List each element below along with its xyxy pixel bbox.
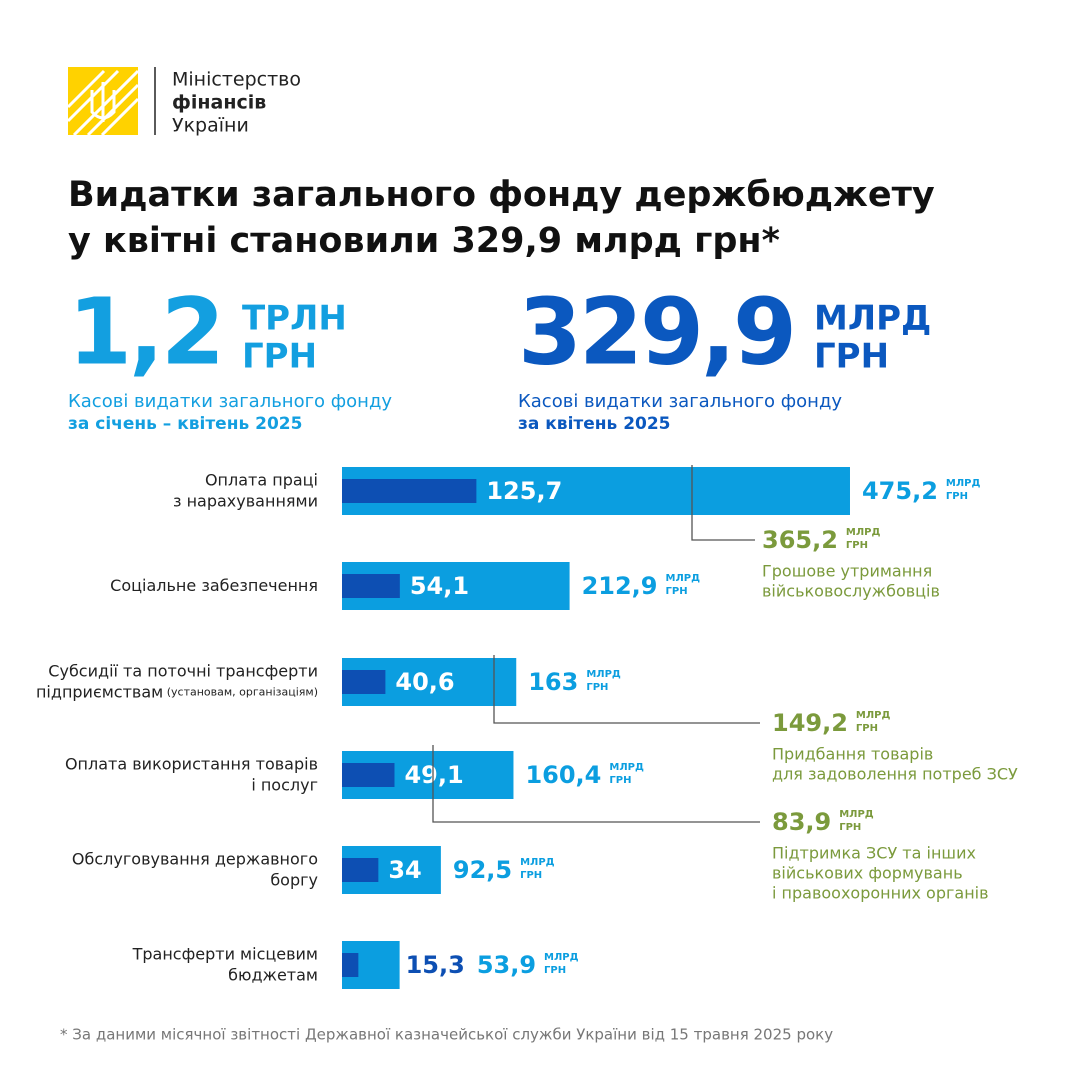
april-label: 125,7	[486, 477, 562, 505]
april-label: 40,6	[395, 668, 454, 696]
unit-label: ГРН	[946, 491, 968, 502]
bar-april	[342, 858, 379, 882]
total-label: 160,4	[525, 761, 601, 789]
unit-label: ГРН	[839, 822, 861, 833]
bar-april	[342, 574, 400, 598]
april-label: 54,1	[410, 572, 469, 600]
logo-text: Міністерство	[172, 69, 301, 91]
unit-label: МЛРД	[856, 710, 891, 721]
stat-period: за січень – квітень 2025	[68, 414, 302, 434]
april-label: 15,3	[406, 951, 465, 979]
category-label: Соціальне забезпечення	[110, 576, 318, 595]
unit-label: МЛРД	[946, 478, 981, 489]
annotation-text: військових формувань	[772, 864, 963, 883]
stat-value: 1,2	[68, 278, 222, 385]
category-label: Оплата використання товарів і послуг	[65, 754, 318, 794]
total-label: 163	[528, 668, 578, 696]
stat-unit: ГРН	[242, 337, 317, 377]
annotation-text: Грошове утримання	[762, 562, 932, 581]
unit-label: ГРН	[856, 723, 878, 734]
unit-label: ГРН	[846, 540, 868, 551]
bar-april	[342, 953, 359, 977]
callout-line	[493, 655, 760, 724]
unit-label: МЛРД	[520, 857, 555, 868]
logo-text: фінансів	[172, 92, 266, 114]
unit-label: ГРН	[544, 965, 566, 976]
unit-label: МЛРД	[544, 952, 579, 963]
unit-label: МЛРД	[666, 573, 701, 584]
logo-text: України	[172, 115, 249, 137]
stat-unit: ГРН	[814, 337, 889, 377]
callout-line	[691, 465, 755, 541]
unit-label: ГРН	[520, 870, 542, 881]
unit-label: МЛРД	[586, 669, 621, 680]
annotation-text: і правоохоронних органів	[772, 884, 989, 903]
total-label: 212,9	[582, 572, 658, 600]
annotation-text: військовослужбовців	[762, 582, 940, 601]
annotation-value: 83,9	[772, 808, 831, 836]
title: у квітні становили 329,9 млрд грн*	[68, 221, 780, 261]
annotation-text: Підтримка ЗСУ та інших	[772, 844, 976, 863]
category-label: Трансферти місцевим бюджетам	[132, 944, 318, 984]
unit-label: МЛРД	[846, 527, 881, 538]
unit-label: ГРН	[586, 682, 608, 693]
bar-april	[342, 479, 477, 503]
category-label: Субсидії та поточні трансферти підприємст…	[36, 661, 318, 701]
total-label: 53,9	[477, 951, 536, 979]
annotation-value: 149,2	[772, 709, 848, 737]
unit-label: МЛРД	[839, 809, 874, 820]
annotation-value: 365,2	[762, 526, 838, 554]
stat-period: за квітень 2025	[518, 414, 671, 434]
stat-value: 329,9	[518, 278, 794, 385]
annotation-text: Придбання товарів	[772, 745, 933, 764]
unit-label: ГРН	[609, 775, 631, 786]
stat-unit: МЛРД	[814, 299, 931, 339]
stat-unit: ТРЛН	[242, 299, 347, 339]
footnote: * За даними місячної звітності Державної…	[60, 1026, 833, 1044]
category-label: Обслуговування державного боргу	[72, 849, 318, 889]
april-label: 49,1	[404, 761, 463, 789]
total-label: 475,2	[862, 477, 938, 505]
category-label: Оплата праці з нарахуваннями	[173, 470, 318, 510]
stat-text: Касові видатки загального фонду	[518, 391, 842, 412]
callout-line	[432, 745, 760, 823]
april-label: 34	[388, 856, 421, 884]
bar-april	[342, 670, 386, 694]
annotation-text: для задоволення потреб ЗСУ	[772, 765, 1018, 784]
unit-label: МЛРД	[609, 762, 644, 773]
logo	[66, 67, 156, 137]
total-label: 92,5	[453, 856, 512, 884]
stat-text: Касові видатки загального фонду	[68, 391, 392, 412]
title: Видатки загального фонду держбюджету	[68, 175, 935, 215]
bar-april	[342, 763, 395, 787]
unit-label: ГРН	[666, 586, 688, 597]
